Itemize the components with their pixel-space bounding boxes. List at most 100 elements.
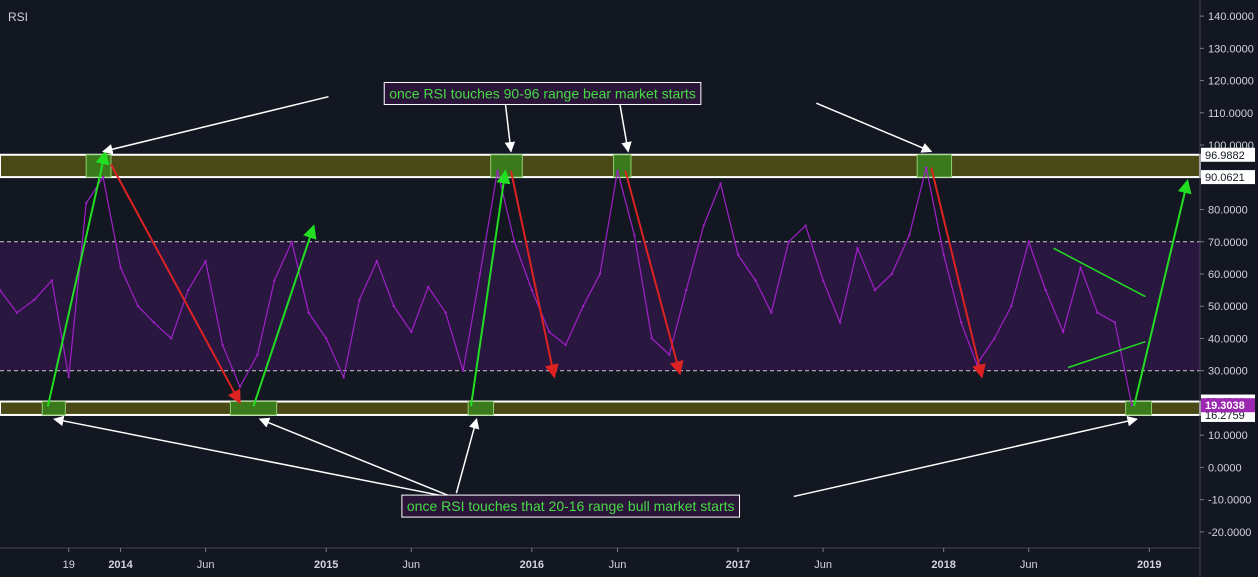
y-tick-label: 140.0000 [1208, 11, 1254, 23]
rsi-point [684, 288, 688, 292]
annotations-layer: once RSI touches 90-96 range bear market… [53, 81, 1138, 518]
zone-price-label-bg [1201, 170, 1255, 185]
y-tick-label: 130.0000 [1208, 43, 1254, 55]
bearish-arrow [510, 170, 559, 379]
rsi-point [873, 288, 877, 292]
top-annotation-box [383, 81, 702, 105]
y-tick-label: 120.0000 [1208, 76, 1254, 88]
rsi-point [838, 321, 842, 324]
bear-touch-marker [85, 154, 112, 178]
rsi-point [650, 337, 654, 340]
x-tick-label: Jun [402, 559, 420, 571]
rsi-point [478, 272, 482, 276]
top-annotation-pointer [618, 103, 632, 153]
rsi-point [186, 288, 190, 292]
x-tick-label: 19 [63, 559, 75, 571]
wedge-trendline [1067, 340, 1146, 369]
top-annotation-pointer [504, 103, 516, 153]
rsi-point [959, 321, 963, 324]
x-tick-label: 2019 [1137, 559, 1161, 571]
top-annotation-pointer [102, 95, 329, 155]
bullish-arrow [1133, 179, 1192, 407]
rsi-point [890, 272, 894, 276]
rsi-point [101, 176, 105, 179]
bearish-arrow [930, 167, 986, 379]
zone-price-label: 90.0621 [1205, 172, 1245, 184]
zone-price-label-bg [1201, 147, 1255, 162]
rsi-point [513, 240, 516, 243]
rsi-point [1061, 330, 1065, 334]
bull-touch-marker [41, 401, 66, 416]
rsi-point [410, 330, 413, 334]
rsi-point [375, 259, 379, 263]
bottom-annotation-pointer [793, 416, 1138, 498]
rsi-band-fill [0, 241, 1200, 371]
bottom-annotation-box [401, 494, 741, 518]
trend-arrows-layer [46, 150, 1192, 407]
rsi-point [170, 337, 173, 340]
bear-touch-marker [490, 154, 523, 178]
x-tick-label: Jun [197, 559, 215, 571]
x-tick-label: 2018 [931, 559, 955, 571]
rsi-point [770, 311, 773, 314]
rsi-point [530, 288, 534, 292]
rsi-point [136, 305, 140, 308]
rsi-point [33, 298, 36, 301]
rsi-band-layer [0, 241, 1200, 372]
rsi-point [616, 169, 619, 173]
rsi-point [1096, 311, 1099, 314]
bear-touch-marker [916, 154, 953, 178]
bullish-arrow [252, 224, 317, 407]
rsi-point [633, 234, 636, 237]
bear-touch-marker [613, 154, 632, 178]
rsi-point [804, 224, 807, 227]
y-tick-label: -10.0000 [1208, 495, 1251, 507]
rsi-point [1113, 321, 1117, 324]
rsi-point [581, 305, 585, 308]
rsi-point [1044, 288, 1047, 292]
x-tick-label: 2016 [520, 559, 544, 571]
rsi-point [15, 311, 19, 314]
rsi-point [204, 259, 207, 263]
y-tick-label: 80.0000 [1208, 205, 1248, 217]
rsi-point [787, 240, 790, 243]
rsi-point [908, 234, 911, 237]
rsi-point [324, 337, 328, 340]
rsi-point [1079, 266, 1082, 269]
rsi-point [256, 353, 259, 356]
bull-touch-marker [1125, 401, 1153, 416]
rsi-point [50, 279, 54, 282]
rsi-point [719, 182, 722, 185]
y-tick-label: 110.0000 [1208, 108, 1253, 120]
rsi-point [290, 240, 294, 243]
rsi-point [821, 279, 825, 282]
rsi-point [119, 266, 122, 269]
rsi-point [496, 169, 499, 173]
bull-zone [0, 400, 1201, 416]
rsi-point [598, 272, 602, 276]
zone-price-label: 96.9882 [1205, 150, 1245, 162]
rsi-point [702, 224, 705, 227]
bottom-annotation-pointer [455, 418, 480, 494]
y-tick-label: -20.0000 [1208, 527, 1251, 539]
rsi-point [564, 343, 567, 347]
rsi-point [358, 298, 361, 301]
rsi-point [1130, 403, 1134, 407]
bearish-arrow [110, 163, 241, 405]
bull-touch-marker [467, 401, 495, 416]
rsi-point [444, 311, 447, 314]
rsi-point [924, 166, 928, 169]
rsi-point [221, 343, 224, 347]
bullish-arrow [469, 169, 511, 407]
rsi-point [754, 279, 757, 282]
rsi-point [67, 375, 70, 379]
wedge-trendline [1053, 247, 1146, 298]
rsi-point [461, 369, 465, 372]
bull-touch-marker [229, 401, 278, 416]
y-tick-label: 40.0000 [1208, 333, 1248, 345]
rsi-point [84, 201, 88, 205]
x-tick-label: Jun [814, 559, 832, 571]
bullish-arrow [46, 150, 110, 407]
